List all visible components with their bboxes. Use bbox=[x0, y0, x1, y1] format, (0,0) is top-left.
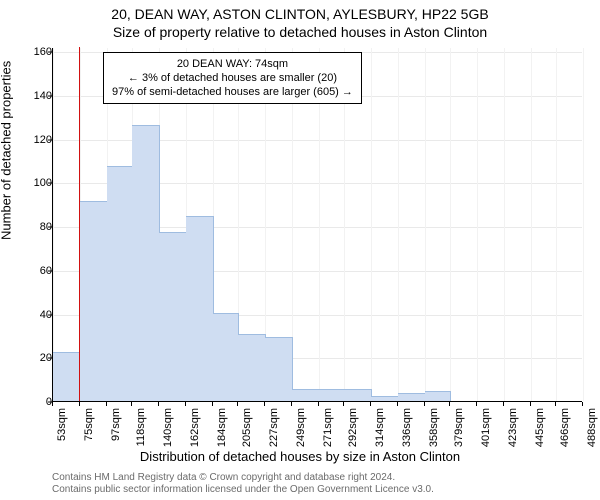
xtick-mark bbox=[555, 402, 556, 406]
info-box: 20 DEAN WAY: 74sqm ← 3% of detached hous… bbox=[103, 52, 362, 104]
histogram-bar bbox=[132, 125, 160, 401]
xtick-mark bbox=[530, 402, 531, 406]
xtick-mark bbox=[264, 402, 265, 406]
marker-line bbox=[79, 47, 80, 401]
xtick-mark bbox=[291, 402, 292, 406]
footer-line-1: Contains HM Land Registry data © Crown c… bbox=[52, 472, 592, 484]
footer-line-2: Contains public sector information licen… bbox=[52, 484, 592, 496]
histogram-bar bbox=[238, 334, 266, 401]
histogram-bar bbox=[80, 201, 108, 401]
xtick-mark bbox=[79, 402, 80, 406]
x-axis-label: Distribution of detached houses by size … bbox=[0, 449, 600, 464]
info-line-2: ← 3% of detached houses are smaller (20) bbox=[112, 71, 353, 85]
xtick-mark bbox=[106, 402, 107, 406]
histogram-bar bbox=[398, 393, 426, 401]
y-axis-label: Number of detached properties bbox=[0, 61, 14, 240]
gridline-v bbox=[583, 48, 584, 401]
gridline-v bbox=[450, 48, 451, 401]
gridline-v bbox=[531, 48, 532, 401]
xtick-mark bbox=[424, 402, 425, 406]
chart-title-main: 20, DEAN WAY, ASTON CLINTON, AYLESBURY, … bbox=[0, 6, 600, 22]
histogram-bar bbox=[292, 389, 320, 401]
xtick-mark bbox=[449, 402, 450, 406]
ytick-mark bbox=[48, 358, 52, 359]
xtick-mark bbox=[237, 402, 238, 406]
gridline-v bbox=[504, 48, 505, 401]
histogram-bar bbox=[53, 352, 81, 401]
info-line-3: 97% of semi-detached houses are larger (… bbox=[112, 85, 353, 99]
ytick-mark bbox=[48, 227, 52, 228]
xtick-mark bbox=[185, 402, 186, 406]
histogram-bar bbox=[265, 337, 293, 401]
gridline-v bbox=[477, 48, 478, 401]
xtick-mark bbox=[370, 402, 371, 406]
xtick-mark bbox=[503, 402, 504, 406]
plot-area: 20 DEAN WAY: 74sqm ← 3% of detached hous… bbox=[52, 48, 582, 402]
gridline-v bbox=[556, 48, 557, 401]
histogram-bar bbox=[319, 389, 346, 401]
xtick-mark bbox=[52, 402, 53, 406]
histogram-bar bbox=[107, 166, 134, 401]
xtick-mark bbox=[318, 402, 319, 406]
chart-title-sub: Size of property relative to detached ho… bbox=[0, 24, 600, 40]
chart-wrapper: 20, DEAN WAY, ASTON CLINTON, AYLESBURY, … bbox=[0, 0, 600, 500]
xtick-mark bbox=[212, 402, 213, 406]
gridline-v bbox=[425, 48, 426, 401]
histogram-bar bbox=[425, 391, 452, 401]
xtick-mark bbox=[582, 402, 583, 406]
ytick-mark bbox=[48, 96, 52, 97]
histogram-bar bbox=[213, 313, 240, 401]
xtick-label: 488sqm bbox=[586, 408, 600, 447]
ytick-mark bbox=[48, 270, 52, 271]
footer-attribution: Contains HM Land Registry data © Crown c… bbox=[52, 472, 592, 496]
histogram-bar bbox=[186, 216, 214, 401]
xtick-mark bbox=[397, 402, 398, 406]
histogram-bar bbox=[159, 232, 187, 401]
xtick-mark bbox=[476, 402, 477, 406]
xtick-mark bbox=[343, 402, 344, 406]
ytick-mark bbox=[48, 139, 52, 140]
ytick-mark bbox=[48, 52, 52, 53]
gridline-v bbox=[398, 48, 399, 401]
histogram-bar bbox=[344, 389, 372, 401]
xtick-mark bbox=[158, 402, 159, 406]
xtick-mark bbox=[131, 402, 132, 406]
gridline-v bbox=[371, 48, 372, 401]
histogram-bar bbox=[371, 396, 399, 401]
ytick-mark bbox=[48, 183, 52, 184]
info-line-1: 20 DEAN WAY: 74sqm bbox=[112, 57, 353, 71]
ytick-mark bbox=[48, 314, 52, 315]
